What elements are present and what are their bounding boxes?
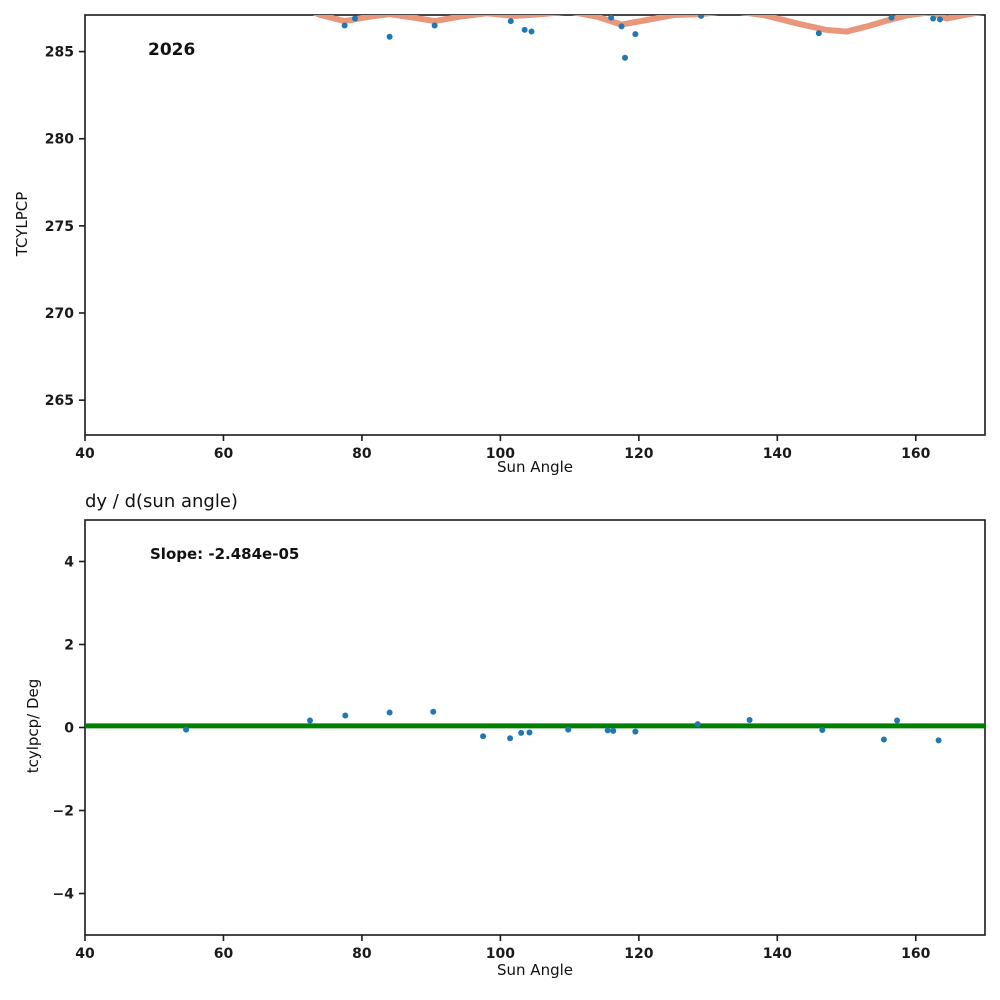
bottom-chart-plot-area: 40 60 80 100 120 140 160 −4 −2 0 2 4 xyxy=(0,485,1000,1000)
slope-annotation: Slope: -2.484e-05 xyxy=(150,545,300,563)
derivative-points xyxy=(935,737,942,744)
bottom-chart: dy / d(sun angle) 40 60 80 100 120 140 160 −4 −2… xyxy=(0,485,1000,1000)
x-tick-label: 100 xyxy=(486,946,515,962)
tcylpcp-points xyxy=(698,15,705,19)
x-tick-label: 140 xyxy=(763,946,792,962)
y-tick-label: 285 xyxy=(45,45,74,61)
derivative-points xyxy=(746,717,753,724)
derivative-points xyxy=(480,733,487,740)
y-tick-label: −2 xyxy=(53,804,74,820)
x-tick-label: 40 xyxy=(75,446,95,462)
bottom-x-axis-title: Sun Angle xyxy=(497,961,573,979)
x-tick-label: 40 xyxy=(75,946,95,962)
x-tick-label: 80 xyxy=(352,446,372,462)
x-tick-label: 100 xyxy=(486,446,515,462)
top-x-axis-title: Sun Angle xyxy=(497,458,573,476)
tcylpcp-points xyxy=(352,15,358,22)
x-tick-label: 60 xyxy=(214,946,234,962)
derivative-points xyxy=(880,736,887,743)
tcylpcp-points xyxy=(608,15,615,21)
y-tick-label: 4 xyxy=(64,555,74,571)
y-tick-label: 275 xyxy=(45,219,74,235)
derivative-points xyxy=(694,721,701,728)
x-tick-label: 140 xyxy=(763,446,792,462)
derivative-points xyxy=(604,727,611,734)
plot-frame xyxy=(84,14,986,436)
derivative-points xyxy=(307,717,313,724)
derivative-points xyxy=(894,717,901,724)
fit-line xyxy=(312,15,983,35)
tcylpcp-points xyxy=(815,30,822,37)
y-tick-label: 2 xyxy=(64,638,74,654)
y-tick-label: 280 xyxy=(45,132,74,148)
year-annotation: 2026 xyxy=(148,40,196,60)
derivative-points xyxy=(565,726,572,733)
tcylpcp-points xyxy=(937,16,943,23)
tcylpcp-points xyxy=(618,23,625,30)
tcylpcp-points xyxy=(888,15,895,21)
y-tick-label: 265 xyxy=(45,393,74,409)
tcylpcp-points xyxy=(632,31,639,38)
derivative-points xyxy=(819,726,826,733)
tcylpcp-points xyxy=(528,28,535,35)
tcylpcp-points xyxy=(341,22,348,29)
tcylpcp-points xyxy=(386,33,393,40)
y-tick-label: 0 xyxy=(64,721,74,737)
derivative-points xyxy=(183,726,190,733)
y-tick-label: 270 xyxy=(45,306,74,322)
y-tick-label: −4 xyxy=(53,887,75,903)
derivative-points xyxy=(386,709,393,716)
x-tick-label: 80 xyxy=(352,946,372,962)
top-y-axis-title: TCYLPCP xyxy=(13,191,31,257)
tcylpcp-points xyxy=(930,15,937,22)
bottom-chart-title: dy / d(sun angle) xyxy=(85,491,238,512)
top-chart: 40 60 80 100 120 140 160 265 270 275 280 285 2026 T… xyxy=(0,0,1000,485)
derivative-points xyxy=(342,712,349,719)
derivative-points xyxy=(526,729,533,736)
x-tick-label: 120 xyxy=(624,446,653,462)
x-tick-label: 60 xyxy=(214,446,234,462)
x-tick-label: 160 xyxy=(901,446,930,462)
x-tick-label: 120 xyxy=(624,946,653,962)
derivative-points xyxy=(507,735,514,742)
derivative-points xyxy=(610,727,617,734)
bottom-y-axis-title: tcylpcp/ Deg xyxy=(24,678,42,774)
derivative-points xyxy=(430,708,437,715)
top-chart-plot-area: 40 60 80 100 120 140 160 265 270 275 280 285 xyxy=(0,0,1000,489)
tcylpcp-points xyxy=(431,22,438,29)
derivative-points xyxy=(632,728,639,735)
tcylpcp-points xyxy=(521,26,528,33)
derivative-points xyxy=(518,729,525,736)
x-tick-label: 160 xyxy=(901,946,930,962)
tcylpcp-points xyxy=(507,18,514,25)
tcylpcp-points xyxy=(622,54,628,61)
